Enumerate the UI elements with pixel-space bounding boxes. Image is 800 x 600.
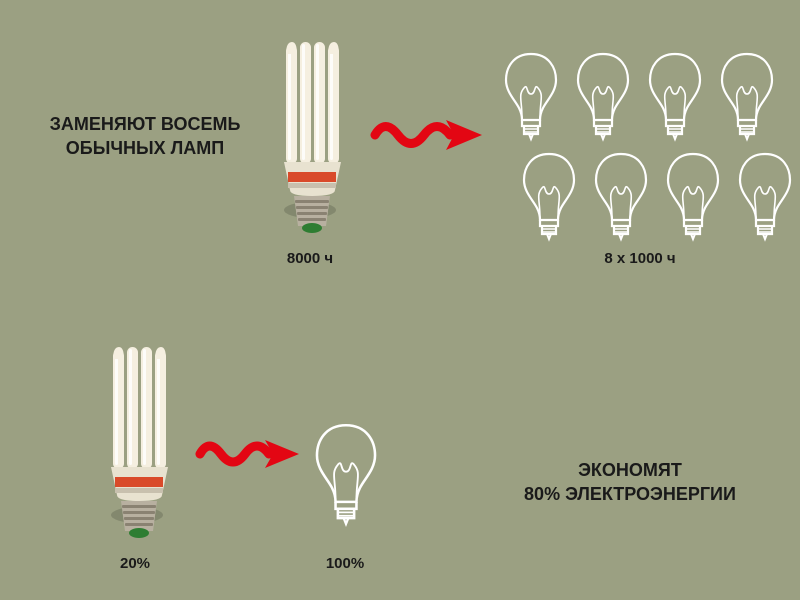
bulb-6 bbox=[590, 150, 652, 247]
heading-save-line1: ЭКОНОМЯТ bbox=[578, 460, 682, 480]
arrow-top bbox=[370, 110, 490, 165]
heading-replace: ЗАМЕНЯЮТ ВОСЕМЬ ОБЫЧНЫХ ЛАМП bbox=[30, 112, 260, 161]
bulb-3 bbox=[644, 50, 706, 147]
cfl-lamp-top bbox=[268, 40, 348, 255]
arrow-bottom bbox=[195, 430, 305, 483]
cfl-bottom-caption: 20% bbox=[100, 555, 170, 572]
cfl-top-caption: 8000 ч bbox=[270, 250, 350, 267]
heading-replace-line1: ЗАМЕНЯЮТ ВОСЕМЬ bbox=[50, 114, 241, 134]
heading-replace-line2: ОБЫЧНЫХ ЛАМП bbox=[66, 138, 224, 158]
bulb-single bbox=[310, 420, 382, 533]
bulb-2 bbox=[572, 50, 634, 147]
cfl-lamp-bottom bbox=[95, 345, 175, 560]
bulbs-top-caption: 8 х 1000 ч bbox=[540, 250, 740, 267]
heading-save: ЭКОНОМЯТ 80% ЭЛЕКТРОЭНЕРГИИ bbox=[490, 458, 770, 507]
bulb-4 bbox=[716, 50, 778, 147]
heading-save-line2: 80% ЭЛЕКТРОЭНЕРГИИ bbox=[524, 484, 736, 504]
bulb-1 bbox=[500, 50, 562, 147]
bulb-8 bbox=[734, 150, 796, 247]
bulb-7 bbox=[662, 150, 724, 247]
bulb-bottom-caption: 100% bbox=[300, 555, 390, 572]
bulb-5 bbox=[518, 150, 580, 247]
